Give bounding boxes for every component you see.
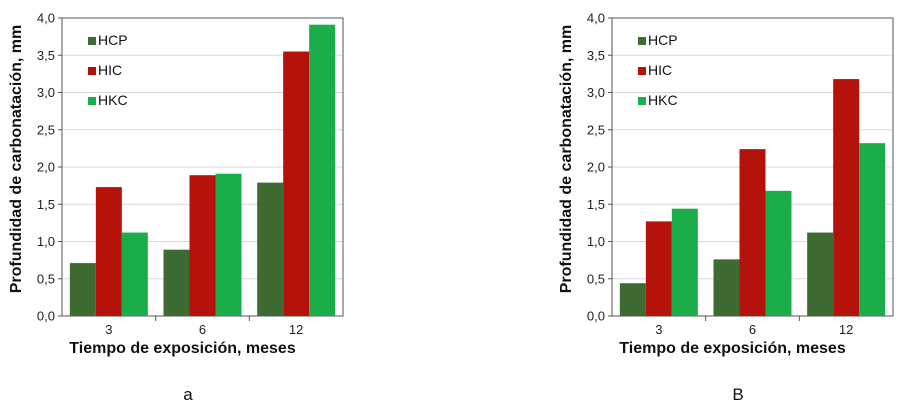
- bar-hkc-12: [859, 143, 886, 316]
- y-tick-label: 1,5: [37, 197, 55, 212]
- y-tick-label: 1,0: [37, 234, 55, 249]
- y-axis-title: Profundidad de carbonatación, mm: [8, 25, 25, 293]
- y-tick-label: 1,5: [587, 197, 605, 212]
- y-tick-label: 0,5: [587, 271, 605, 286]
- x-axis-title: Tiempo de exposición, meses: [619, 340, 846, 357]
- x-tick-label: 6: [199, 322, 206, 337]
- bar-hkc-3: [671, 208, 698, 316]
- y-tick-label: 3,5: [37, 48, 55, 63]
- panel-label: a: [183, 385, 193, 404]
- y-tick-label: 3,0: [37, 85, 55, 100]
- x-tick-label: 12: [839, 322, 853, 337]
- legend-label-hcp: HCP: [648, 32, 678, 48]
- legend-label-hic: HIC: [98, 62, 122, 78]
- x-tick-label: 3: [105, 322, 112, 337]
- bar-hkc-3: [121, 232, 148, 316]
- x-tick-label: 6: [749, 322, 756, 337]
- y-tick-label: 4,0: [587, 11, 605, 26]
- x-tick-label: 3: [655, 322, 662, 337]
- bar-hic-6: [739, 149, 766, 316]
- legend-swatch-hic: [638, 67, 646, 75]
- panel-label: B: [732, 385, 743, 404]
- y-tick-label: 2,5: [37, 122, 55, 137]
- bar-hcp-3: [69, 263, 96, 316]
- legend-label-hkc: HKC: [98, 92, 128, 108]
- bar-hcp-12: [807, 232, 834, 316]
- y-tick-label: 0,0: [587, 309, 605, 324]
- bar-hic-3: [95, 187, 122, 316]
- bar-hcp-6: [163, 249, 190, 316]
- y-tick-label: 2,0: [37, 160, 55, 175]
- bar-hcp-12: [257, 182, 284, 316]
- y-tick-label: 0,0: [37, 309, 55, 324]
- y-tick-label: 2,5: [587, 122, 605, 137]
- bar-hkc-6: [215, 173, 242, 316]
- y-tick-label: 1,0: [587, 234, 605, 249]
- bar-hkc-12: [309, 24, 336, 317]
- chart-panel-a: 0,0 0,5 1,0 1,5 2,0 2,5 3,0 3,5 4,0 3 6 12 HCP HIC HKC…: [8, 11, 344, 404]
- y-tick-label: 3,0: [587, 85, 605, 100]
- legend-label-hic: HIC: [648, 62, 672, 78]
- legend-swatch-hic: [88, 67, 96, 75]
- legend-swatch-hkc: [638, 97, 646, 105]
- bar-hic-3: [645, 221, 672, 316]
- bar-hic-12: [283, 51, 310, 317]
- bar-hic-12: [833, 79, 860, 316]
- legend-swatch-hkc: [88, 97, 96, 105]
- y-tick-label: 2,0: [587, 160, 605, 175]
- x-tick-label: 12: [289, 322, 303, 337]
- legend-label-hcp: HCP: [98, 32, 128, 48]
- bar-hcp-3: [619, 283, 646, 316]
- bar-hkc-6: [765, 190, 792, 316]
- y-axis-title: Profundidad de carbonatación, mm: [558, 25, 575, 293]
- bar-hcp-6: [713, 259, 740, 316]
- legend-swatch-hcp: [638, 37, 646, 45]
- y-tick-label: 0,5: [37, 271, 55, 286]
- y-tick-label: 4,0: [37, 11, 55, 26]
- legend-swatch-hcp: [88, 37, 96, 45]
- x-axis-title: Tiempo de exposición, meses: [69, 340, 296, 357]
- chart-panel-b: 0,0 0,5 1,0 1,5 2,0 2,5 3,0 3,5 4,0 3 6 12 HCP HIC HKC…: [558, 11, 894, 404]
- bar-hic-6: [189, 175, 216, 316]
- y-tick-label: 3,5: [587, 48, 605, 63]
- legend-label-hkc: HKC: [648, 92, 678, 108]
